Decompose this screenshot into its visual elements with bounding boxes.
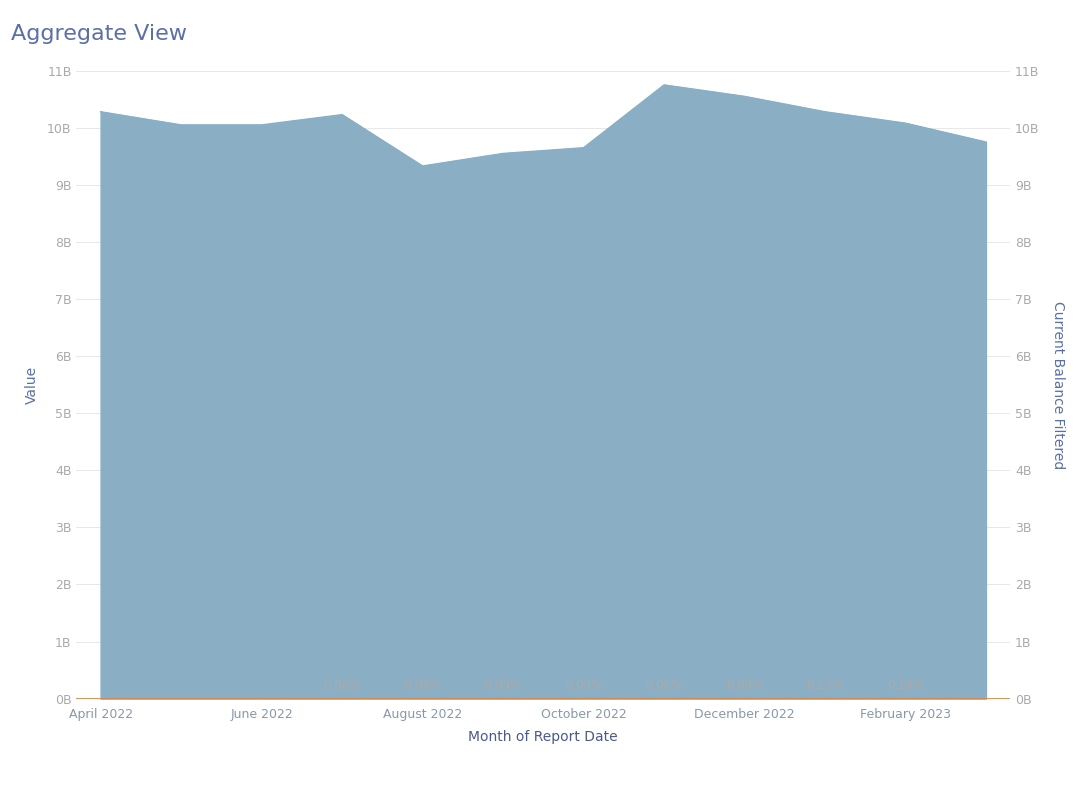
X-axis label: Month of Report Date: Month of Report Date — [468, 730, 618, 743]
Text: 0.09%: 0.09% — [565, 679, 602, 692]
Text: 0.09%: 0.09% — [485, 679, 522, 692]
Text: 0.06%: 0.06% — [645, 679, 682, 692]
Text: 0.08%: 0.08% — [323, 679, 360, 692]
Text: 0.08%: 0.08% — [404, 679, 441, 692]
Text: 0.13%: 0.13% — [806, 679, 843, 692]
Y-axis label: Value: Value — [25, 366, 38, 403]
Y-axis label: Current Balance Filtered: Current Balance Filtered — [1051, 301, 1065, 469]
Text: Aggregate View: Aggregate View — [11, 24, 187, 43]
Text: 0.09%: 0.09% — [726, 679, 763, 692]
Text: 0.14%: 0.14% — [887, 679, 924, 692]
